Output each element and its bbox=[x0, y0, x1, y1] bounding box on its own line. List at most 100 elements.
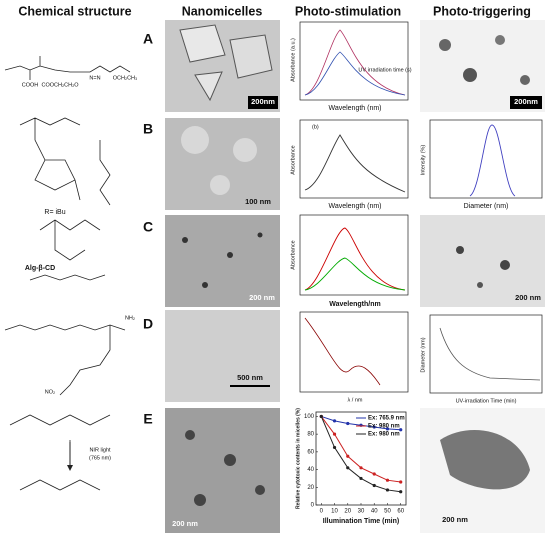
point bbox=[332, 445, 337, 450]
line-chart: 0 10 20 30 40 50 60 0 20 40 60 80 100 Illumination Ti… bbox=[295, 408, 407, 525]
micrograph bbox=[420, 215, 545, 307]
x-axis-label: Illumination Time (min) bbox=[323, 518, 399, 525]
structure-text: NIR light bbox=[89, 447, 111, 453]
x-tick-label: 10 bbox=[331, 509, 338, 515]
axis-label: Absorbance bbox=[290, 145, 296, 174]
spectrum bbox=[304, 257, 406, 291]
micrograph bbox=[165, 215, 280, 307]
axis-label: Diameter (nm) bbox=[420, 337, 426, 372]
particle bbox=[463, 68, 477, 82]
x-tick-label: 40 bbox=[371, 509, 378, 515]
row-label: D bbox=[143, 316, 153, 332]
aggregate bbox=[440, 430, 530, 490]
point bbox=[399, 428, 403, 432]
x-tick-label: 50 bbox=[384, 509, 391, 515]
row-label: E bbox=[143, 411, 152, 427]
distribution bbox=[469, 124, 516, 197]
spectrum bbox=[304, 134, 406, 193]
point bbox=[372, 483, 376, 488]
structure-text: Alg-β-CD bbox=[25, 265, 55, 272]
plot-frame bbox=[429, 119, 543, 199]
point bbox=[399, 480, 403, 484]
structure-text: OCH₂CH₃ bbox=[113, 75, 138, 81]
point bbox=[359, 476, 363, 481]
row-label: A bbox=[143, 31, 153, 47]
x-tick-label: 60 bbox=[397, 509, 404, 515]
point bbox=[332, 419, 337, 423]
legend-label: Ex: 765.9 nm bbox=[368, 416, 405, 422]
chemical-structure bbox=[4, 324, 126, 396]
point bbox=[372, 472, 376, 476]
particle bbox=[202, 282, 208, 288]
scale-label: 200 nm bbox=[249, 293, 275, 302]
particle bbox=[182, 237, 188, 243]
particle bbox=[439, 39, 451, 51]
micelle bbox=[233, 138, 257, 162]
axis-label: Diameter (nm) bbox=[464, 203, 509, 210]
y-tick-label: 80 bbox=[307, 432, 314, 438]
structure-text: N=N bbox=[89, 75, 100, 81]
micelle bbox=[181, 126, 209, 154]
scale-label: 500 nm bbox=[237, 373, 263, 382]
row-label: C bbox=[143, 219, 153, 235]
scale-label: 100 nm bbox=[245, 197, 271, 206]
axis-label: Wavelength/nm bbox=[329, 301, 380, 308]
spectrum bbox=[304, 51, 406, 96]
particle bbox=[495, 35, 505, 45]
micrograph bbox=[165, 310, 280, 402]
x-tick-label: 30 bbox=[358, 509, 365, 515]
plot-frame bbox=[429, 314, 543, 394]
chemical-structure bbox=[4, 56, 131, 80]
particle bbox=[224, 454, 236, 466]
point bbox=[385, 427, 390, 431]
y-tick-label: 20 bbox=[307, 485, 314, 491]
particle bbox=[255, 485, 265, 495]
plot-frame bbox=[299, 214, 409, 296]
spectrum bbox=[304, 317, 381, 386]
x-tick-label: 0 bbox=[320, 509, 324, 515]
scale-bar bbox=[510, 96, 542, 109]
structure-text: COOCH₂CH₂O bbox=[42, 82, 80, 88]
column-header: Nanomicelles bbox=[182, 4, 263, 18]
plot-frame bbox=[299, 311, 409, 393]
structure-text: (765 nm) bbox=[89, 455, 111, 461]
particle bbox=[477, 282, 483, 288]
point bbox=[332, 432, 337, 436]
axis-label: λ / nm bbox=[348, 397, 363, 403]
scale-label: 200nm bbox=[514, 97, 538, 106]
y-tick-label: 100 bbox=[304, 414, 315, 420]
axis-label: Absorbance bbox=[290, 240, 296, 269]
micelle bbox=[194, 71, 223, 102]
trend bbox=[439, 327, 541, 381]
row-label: B bbox=[143, 121, 153, 137]
structure-text: R= iBu bbox=[44, 209, 65, 216]
particle bbox=[257, 232, 263, 238]
scale-label: 200 nm bbox=[515, 293, 541, 302]
legend-label: Ex: 980 nm bbox=[368, 432, 400, 438]
axis-label: Absorbance (a.u.) bbox=[290, 38, 296, 82]
x-tick-label: 20 bbox=[344, 509, 351, 515]
micelle bbox=[229, 34, 273, 79]
micelle bbox=[210, 175, 230, 195]
panel-tag: (b) bbox=[312, 124, 319, 130]
chemical-structure bbox=[19, 117, 111, 206]
y-tick-label: 0 bbox=[311, 503, 315, 509]
particle bbox=[227, 252, 233, 258]
point bbox=[372, 425, 376, 429]
plot-frame bbox=[299, 119, 409, 199]
y-axis-label: Relative cytotoxic contents in micelles … bbox=[295, 408, 301, 509]
micrograph bbox=[165, 408, 280, 533]
axis-label: UV-irradiation Time (min) bbox=[456, 398, 517, 404]
axis-label: Wavelength (nm) bbox=[328, 105, 381, 112]
particle bbox=[185, 430, 195, 440]
scale-label: 200nm bbox=[251, 97, 275, 106]
point bbox=[359, 466, 363, 470]
scale-label: 200 nm bbox=[442, 515, 468, 524]
chemical-structure bbox=[29, 219, 106, 281]
y-tick-label: 60 bbox=[307, 449, 314, 455]
column-header: Chemical structure bbox=[18, 4, 131, 18]
axis-label: UV irradiation time (s) bbox=[358, 67, 411, 73]
point bbox=[319, 414, 323, 419]
micelle bbox=[179, 24, 226, 63]
